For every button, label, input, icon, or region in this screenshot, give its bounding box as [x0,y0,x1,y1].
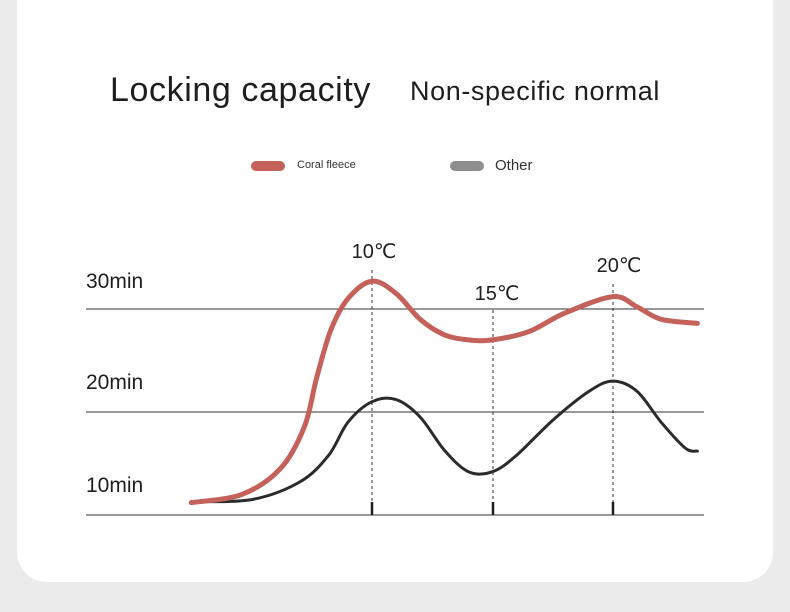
y-tick-label-10min: 10min [86,474,143,497]
series-line-coral-fleece [188,278,700,506]
y-tick-label-30min: 30min [86,270,143,293]
x-tick-label-20c: 20℃ [597,255,642,277]
legend-swatch-other [450,161,484,171]
chart-subtitle: Non-specific normal [410,76,660,106]
legend-swatch-coral-fleece [251,161,285,171]
y-tick-label-20min: 20min [86,371,143,394]
legend-label-other: Other [495,157,533,174]
x-tick-label-15c: 15℃ [475,283,520,305]
chart-title: Locking capacity [110,71,371,109]
series-line-other [189,379,699,504]
legend-label-coral-fleece: Coral fleece [297,159,356,171]
x-tick-label-10c: 10℃ [352,241,397,263]
